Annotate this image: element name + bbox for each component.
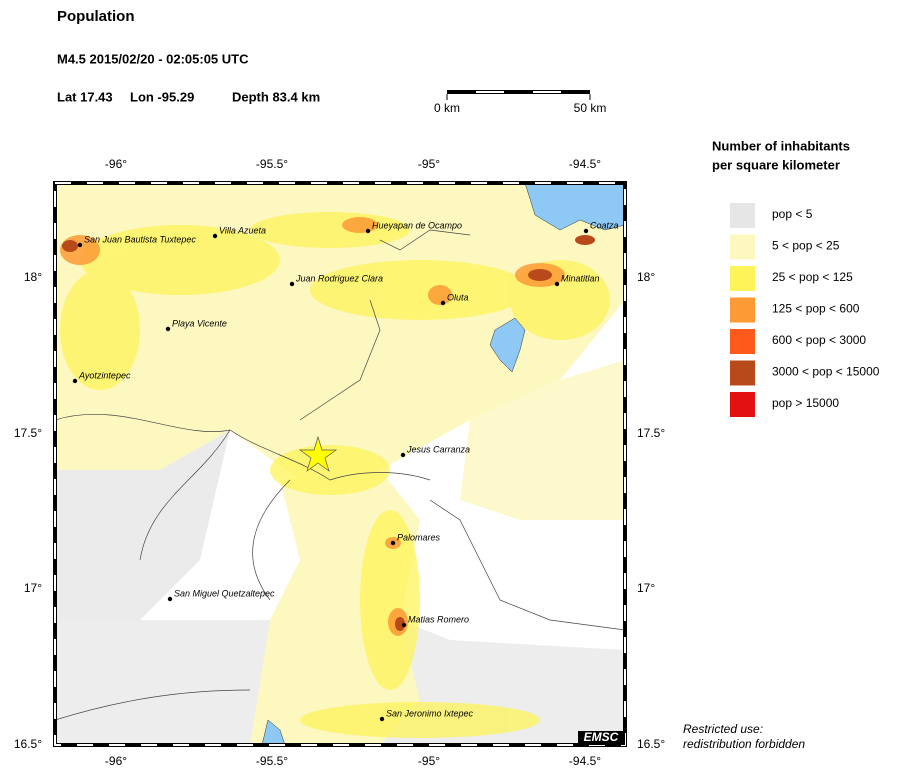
legend-swatch xyxy=(730,297,755,323)
city-dot xyxy=(289,281,295,287)
event-lon: Lon -95.29 xyxy=(130,89,194,104)
city-dot xyxy=(440,300,446,306)
map-frame-dashes xyxy=(54,182,626,746)
city-dot xyxy=(400,452,406,458)
credit: EMSC xyxy=(584,730,619,744)
lat-tick-label: 17° xyxy=(637,581,655,595)
lon-tick-label: -95° xyxy=(418,157,440,171)
city-dot xyxy=(390,540,396,546)
lon-tick-label: -95.5° xyxy=(256,157,288,171)
legend-label: pop < 5 xyxy=(772,207,813,221)
city-dot xyxy=(72,378,78,384)
lat-tick-label: 17° xyxy=(24,581,42,595)
event-lat: Lat 17.43 xyxy=(57,89,113,104)
city-label: Coatza xyxy=(590,220,619,230)
note: Restricted use: xyxy=(683,722,763,736)
lon-tick-label: -94.5° xyxy=(569,157,601,171)
lon-tick-label: -95.5° xyxy=(256,754,288,768)
legend-swatch xyxy=(730,266,755,291)
city-label: Playa Vicente xyxy=(172,318,227,328)
lat-tick-label: 17.5° xyxy=(14,426,42,440)
legend-swatch xyxy=(730,329,755,354)
legend-label: 5 < pop < 25 xyxy=(772,239,840,253)
city-dot xyxy=(165,326,171,332)
city-label: Oluta xyxy=(447,292,469,302)
legend-label: pop > 15000 xyxy=(772,396,839,410)
city-label: Minatitlan xyxy=(561,273,600,283)
city-dot xyxy=(379,716,385,722)
legend-title: Number of inhabitants xyxy=(712,138,850,153)
city-dot xyxy=(212,233,218,239)
lat-tick-label: 18° xyxy=(637,270,655,284)
city-label: Juan Rodriguez Clara xyxy=(295,273,383,283)
scale-bar xyxy=(446,90,591,100)
credit-box xyxy=(578,731,625,745)
legend-label: 3000 < pop < 15000 xyxy=(772,365,880,379)
lon-tick-label: -95° xyxy=(418,754,440,768)
note: redistribution forbidden xyxy=(683,737,805,751)
city-label: San Jeronimo Ixtepec xyxy=(386,708,474,718)
city-label: Jesus Carranza xyxy=(406,444,470,454)
city-dot xyxy=(365,228,371,234)
city-label: Matias Romero xyxy=(408,614,469,624)
lon-tick-label: -96° xyxy=(105,754,127,768)
city-dot xyxy=(167,596,173,602)
city-dot xyxy=(554,281,560,287)
scale-end: 50 km xyxy=(574,101,607,115)
city-label: San Miguel Quetzaltepec xyxy=(174,588,275,598)
city-dot xyxy=(77,242,83,248)
city-label: Villa Azueta xyxy=(219,225,266,235)
lat-tick-label: 18° xyxy=(24,270,42,284)
event-depth: Depth 83.4 km xyxy=(232,89,320,104)
city-label: Palomares xyxy=(397,532,441,542)
scale-start: 0 km xyxy=(434,101,460,115)
city-dot xyxy=(583,228,589,234)
legend-label: 25 < pop < 125 xyxy=(772,270,853,284)
epicenter-star xyxy=(298,435,338,472)
lat-tick-label: 17.5° xyxy=(637,426,665,440)
city-label: Ayotzintepec xyxy=(78,370,131,380)
legend-label: 125 < pop < 600 xyxy=(772,302,860,316)
city-label: Hueyapan de Ocampo xyxy=(372,220,462,230)
legend-label: 600 < pop < 3000 xyxy=(772,333,866,347)
city-label: San Juan Bautista Tuxtepec xyxy=(84,234,196,244)
lon-tick-label: -94.5° xyxy=(569,754,601,768)
legend-swatch xyxy=(730,234,755,260)
city-dot xyxy=(401,622,407,628)
lon-tick-label: -96° xyxy=(105,157,127,171)
legend-title: per square kilometer xyxy=(712,157,840,172)
lat-tick-label: 16.5° xyxy=(637,737,665,751)
legend-swatch xyxy=(730,392,755,417)
map-raster xyxy=(55,183,625,745)
event-info: M4.5 2015/02/20 - 02:05:05 UTC xyxy=(57,51,249,66)
lat-tick-label: 16.5° xyxy=(14,737,42,751)
legend-swatch xyxy=(730,360,755,386)
legend-swatch xyxy=(730,203,755,228)
title: Population xyxy=(57,8,135,25)
